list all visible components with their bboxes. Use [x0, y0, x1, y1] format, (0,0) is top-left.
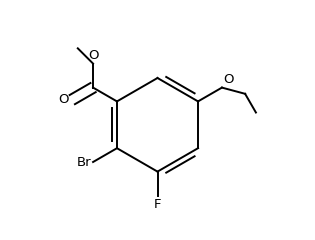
Text: F: F [154, 198, 161, 211]
Text: O: O [223, 73, 234, 86]
Text: O: O [59, 93, 69, 106]
Text: Br: Br [77, 156, 91, 168]
Text: O: O [88, 49, 98, 62]
